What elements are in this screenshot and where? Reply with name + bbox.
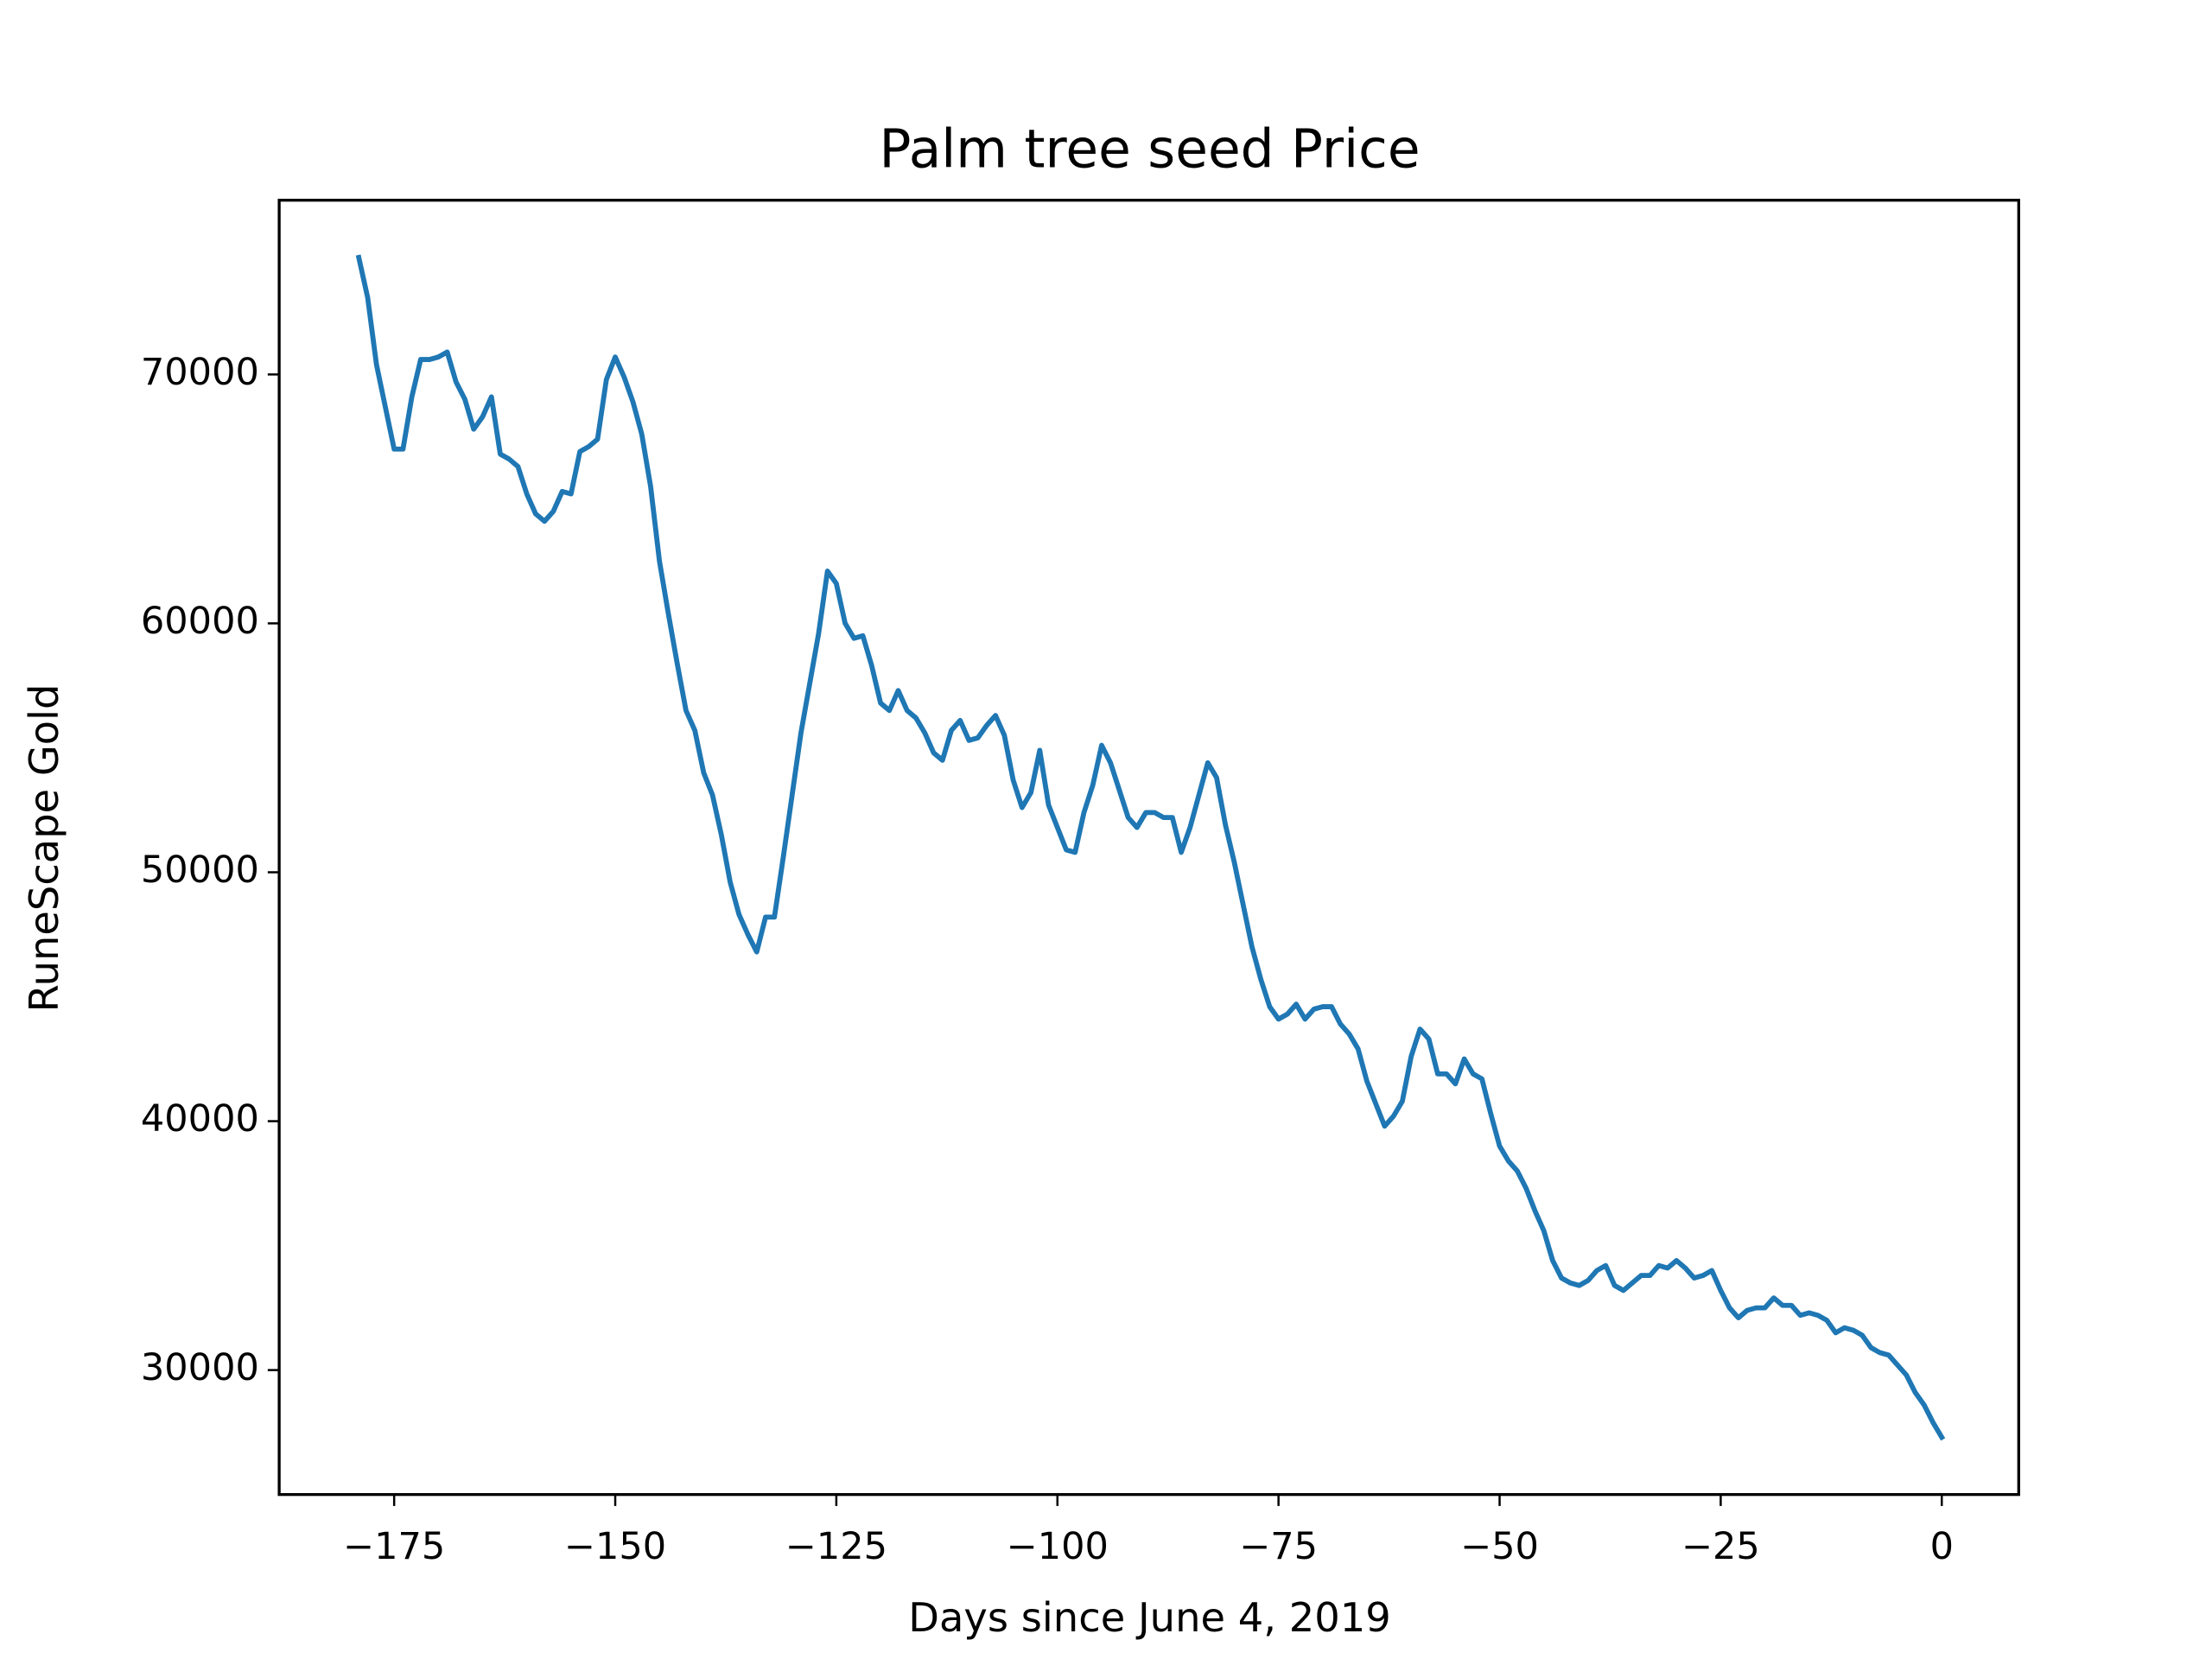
x-tick-label: −125 xyxy=(785,1525,887,1568)
x-tick-label: 0 xyxy=(1930,1525,1954,1568)
y-tick-label: 40000 xyxy=(141,1097,259,1141)
chart-title: Palm tree seed Price xyxy=(879,119,1420,181)
y-tick-label: 50000 xyxy=(141,849,259,892)
plot-frame xyxy=(277,199,2020,1497)
y-axis-label: RuneScape Gold xyxy=(21,684,67,1013)
x-tick-label: −175 xyxy=(343,1525,445,1568)
price-line xyxy=(355,254,1946,1441)
y-tick-label: 70000 xyxy=(141,351,259,394)
x-tick-label: −25 xyxy=(1681,1525,1760,1568)
x-tick-label: −150 xyxy=(564,1525,666,1568)
y-tick-label: 60000 xyxy=(141,600,259,643)
plot-layer: −175 −150 −125 −100 −75 −50 −25 0 30000 40000 5000… xyxy=(141,254,1954,1568)
y-tick-label: 30000 xyxy=(141,1346,259,1389)
x-tick-label: −75 xyxy=(1239,1525,1318,1568)
x-axis-label: Days since June 4, 2019 xyxy=(908,1594,1391,1641)
x-tick-label: −100 xyxy=(1007,1525,1109,1568)
x-tick-label: −50 xyxy=(1460,1525,1539,1568)
